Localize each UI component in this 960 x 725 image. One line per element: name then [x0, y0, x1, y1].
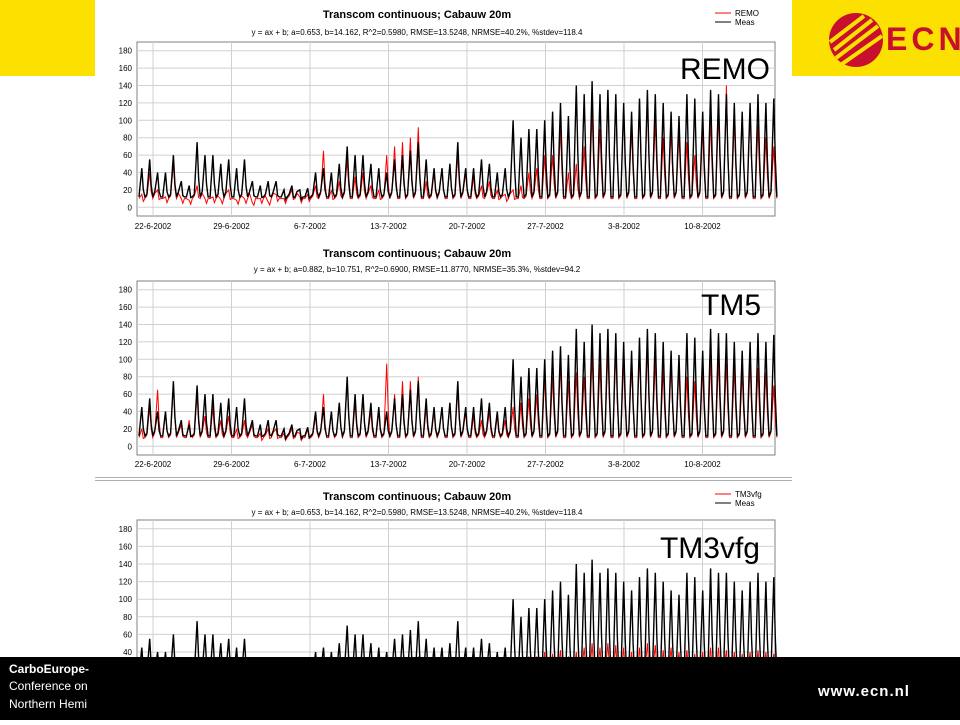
- y-tick-label: 160: [119, 542, 133, 551]
- x-tick-label: 29-6-2002: [213, 460, 250, 469]
- y-tick-label: 180: [119, 47, 133, 56]
- y-tick-label: 160: [119, 64, 133, 73]
- ecn-logo-globe-icon: [828, 13, 884, 67]
- model-overlay-label: TM5: [701, 289, 761, 322]
- chart-2: Transcom continuous; Cabauw 20m y = ax + …: [119, 248, 778, 469]
- y-tick-label: 140: [119, 82, 133, 91]
- yellow-header-band-left: [0, 0, 96, 76]
- y-tick-label: 80: [123, 373, 132, 382]
- x-tick-label: 13-7-2002: [370, 460, 407, 469]
- y-tick-label: 100: [119, 116, 133, 125]
- legend-entry: Meas: [735, 499, 755, 508]
- x-tick-label: 22-6-2002: [135, 222, 172, 231]
- footer-bar: [0, 657, 960, 720]
- chart-title: Transcom continuous; Cabauw 20m: [323, 9, 511, 21]
- y-tick-label: 100: [119, 355, 133, 364]
- chart-title: Transcom continuous; Cabauw 20m: [323, 491, 511, 503]
- model-overlay-label: REMO: [680, 53, 770, 86]
- x-tick-label: 3-8-2002: [608, 222, 641, 231]
- y-tick-label: 40: [123, 169, 132, 178]
- chart-title: Transcom continuous; Cabauw 20m: [323, 248, 511, 260]
- y-tick-label: 120: [119, 99, 133, 108]
- footer-website-link[interactable]: www.ecn.nl: [818, 683, 910, 700]
- y-tick-label: 180: [119, 286, 133, 295]
- y-tick-label: 40: [123, 648, 132, 657]
- y-tick-label: 80: [123, 134, 132, 143]
- x-tick-label: 29-6-2002: [213, 222, 250, 231]
- charts-svg: Transcom continuous; Cabauw 20m y = ax + …: [119, 9, 778, 710]
- panel-separator: [95, 480, 792, 481]
- x-tick-label: 13-7-2002: [370, 222, 407, 231]
- footer-conference-region: Northern Hemi: [9, 697, 88, 711]
- y-tick-label: 120: [119, 338, 133, 347]
- y-tick-label: 180: [119, 525, 133, 534]
- charts-panel: Transcom continuous; Cabauw 20m y = ax + …: [95, 0, 792, 720]
- chart-1: Transcom continuous; Cabauw 20m y = ax + …: [119, 9, 778, 231]
- y-tick-label: 20: [123, 186, 132, 195]
- y-tick-label: 20: [123, 425, 132, 434]
- y-tick-label: 60: [123, 390, 132, 399]
- y-tick-label: 160: [119, 303, 133, 312]
- x-tick-label: 20-7-2002: [449, 222, 486, 231]
- legend-entry: TM3vfg: [735, 490, 762, 499]
- footer-conference-subtitle: Conference on: [9, 679, 88, 693]
- y-tick-label: 80: [123, 613, 132, 622]
- x-tick-label: 3-8-2002: [608, 460, 641, 469]
- y-tick-label: 40: [123, 408, 132, 417]
- ecn-logo: ECN: [820, 6, 960, 70]
- y-tick-label: 100: [119, 595, 133, 604]
- x-tick-label: 22-6-2002: [135, 460, 172, 469]
- series-line-series-2: [138, 324, 778, 441]
- y-tick-label: 60: [123, 151, 132, 160]
- panel-separator: [95, 477, 792, 478]
- x-tick-label: 6-7-2002: [294, 222, 327, 231]
- x-tick-label: 10-8-2002: [684, 222, 721, 231]
- model-overlay-label: TM3vfg: [660, 532, 760, 565]
- chart-subtitle: y = ax + b; a=0.653, b=14.162, R^2=0.598…: [252, 28, 583, 37]
- x-tick-label: 20-7-2002: [449, 460, 486, 469]
- ecn-logo-mark: ECN: [828, 13, 960, 67]
- legend-entry: REMO: [735, 9, 759, 18]
- x-tick-label: 10-8-2002: [684, 460, 721, 469]
- y-tick-label: 140: [119, 560, 133, 569]
- y-tick-label: 60: [123, 630, 132, 639]
- chart-subtitle: y = ax + b; a=0.882, b=10.751, R^2=0.690…: [254, 265, 581, 274]
- footer-conference-title: CarboEurope-: [9, 662, 90, 676]
- y-tick-label: 120: [119, 578, 133, 587]
- ecn-logo-text: ECN: [886, 21, 960, 57]
- x-tick-label: 27-7-2002: [527, 222, 564, 231]
- y-tick-label: 0: [128, 442, 133, 451]
- x-tick-label: 6-7-2002: [294, 460, 327, 469]
- legend-entry: Meas: [735, 18, 755, 27]
- chart-subtitle: y = ax + b; a=0.653, b=14.162, R^2=0.598…: [252, 508, 583, 517]
- x-tick-label: 27-7-2002: [527, 460, 564, 469]
- y-tick-label: 0: [128, 203, 133, 212]
- y-tick-label: 140: [119, 321, 133, 330]
- series-line-meas: [138, 81, 778, 202]
